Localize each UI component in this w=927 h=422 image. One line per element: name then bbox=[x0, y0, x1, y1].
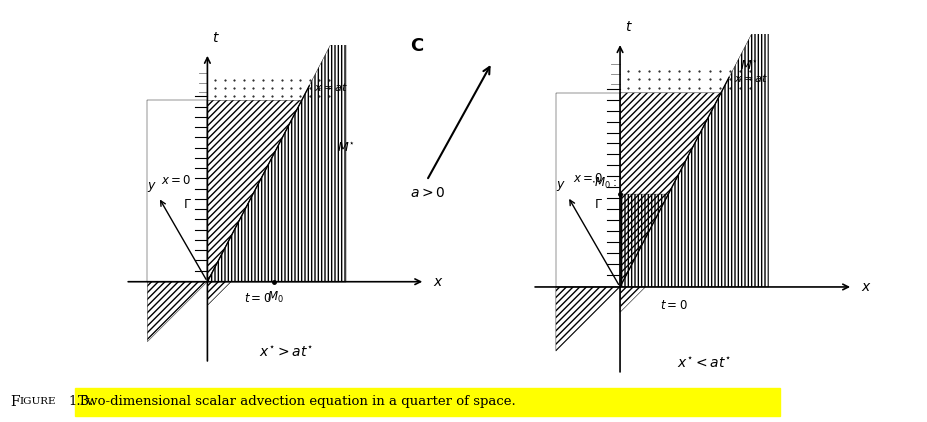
Text: $x = at$: $x = at$ bbox=[733, 73, 768, 84]
Text: $x^{\star} < at^{\star}$: $x^{\star} < at^{\star}$ bbox=[677, 355, 730, 371]
Text: $x$: $x$ bbox=[433, 275, 443, 289]
Text: $M_0$: $M_0$ bbox=[267, 289, 284, 305]
Text: $M^{\star}$: $M^{\star}$ bbox=[739, 59, 756, 73]
Text: $t$: $t$ bbox=[625, 20, 632, 34]
Text: $x$: $x$ bbox=[860, 280, 871, 294]
Text: $\Gamma$: $\Gamma$ bbox=[183, 197, 192, 211]
Text: Two-dimensional scalar advection equation in a quarter of space.: Two-dimensional scalar advection equatio… bbox=[78, 395, 515, 408]
Text: $t$: $t$ bbox=[212, 31, 220, 45]
Text: $t = 0$: $t = 0$ bbox=[244, 292, 272, 305]
Text: $\mathbf{C}$: $\mathbf{C}$ bbox=[410, 37, 424, 54]
Text: $x^{\star} > at^{\star}$: $x^{\star} > at^{\star}$ bbox=[259, 345, 313, 360]
Text: $a > 0$: $a > 0$ bbox=[410, 187, 445, 200]
Text: $x = 0$: $x = 0$ bbox=[572, 172, 603, 185]
Text: $\cdot M_0 :$: $\cdot M_0 :$ bbox=[590, 176, 617, 192]
Text: F: F bbox=[10, 395, 19, 409]
Text: $x = at$: $x = at$ bbox=[313, 81, 348, 92]
Text: $M^{\star}$: $M^{\star}$ bbox=[337, 141, 354, 155]
Bar bbox=[75, 388, 780, 416]
Text: $y$: $y$ bbox=[147, 180, 157, 194]
Text: $y$: $y$ bbox=[555, 179, 565, 193]
Text: $t = 0$: $t = 0$ bbox=[659, 299, 687, 312]
Text: $x = 0$: $x = 0$ bbox=[161, 174, 192, 187]
Text: $\Gamma$: $\Gamma$ bbox=[593, 197, 603, 211]
Text: 1.3.: 1.3. bbox=[68, 395, 94, 408]
Text: IGURE: IGURE bbox=[19, 398, 56, 406]
